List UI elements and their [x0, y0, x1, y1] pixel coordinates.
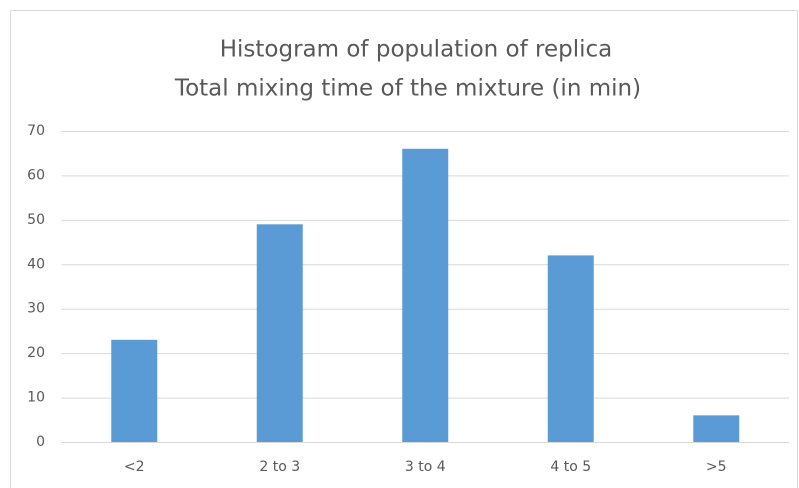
chart-title: Histogram of population of replica: [220, 37, 613, 63]
y-tick-label: 30: [27, 301, 45, 317]
x-tick-label: 4 to 5: [550, 459, 591, 475]
y-tick-label: 50: [27, 212, 45, 228]
y-tick-label: 70: [27, 123, 45, 139]
y-tick-label: 40: [27, 256, 45, 272]
y-tick-label: 10: [27, 390, 45, 406]
chart-subtitle: Total mixing time of the mixture (in min…: [174, 76, 641, 102]
x-tick-label: 2 to 3: [259, 459, 300, 475]
y-tick-label: 20: [27, 345, 45, 361]
bar: [256, 224, 303, 442]
y-tick-label: 0: [36, 434, 45, 450]
x-tick-label: <2: [124, 459, 145, 475]
bar: [547, 255, 594, 442]
bar: [111, 339, 158, 442]
y-tick-label: 60: [27, 167, 45, 183]
bar: [402, 148, 449, 442]
bar: [693, 415, 740, 442]
x-tick-label: 3 to 4: [405, 459, 446, 475]
x-tick-label: >5: [706, 459, 727, 475]
